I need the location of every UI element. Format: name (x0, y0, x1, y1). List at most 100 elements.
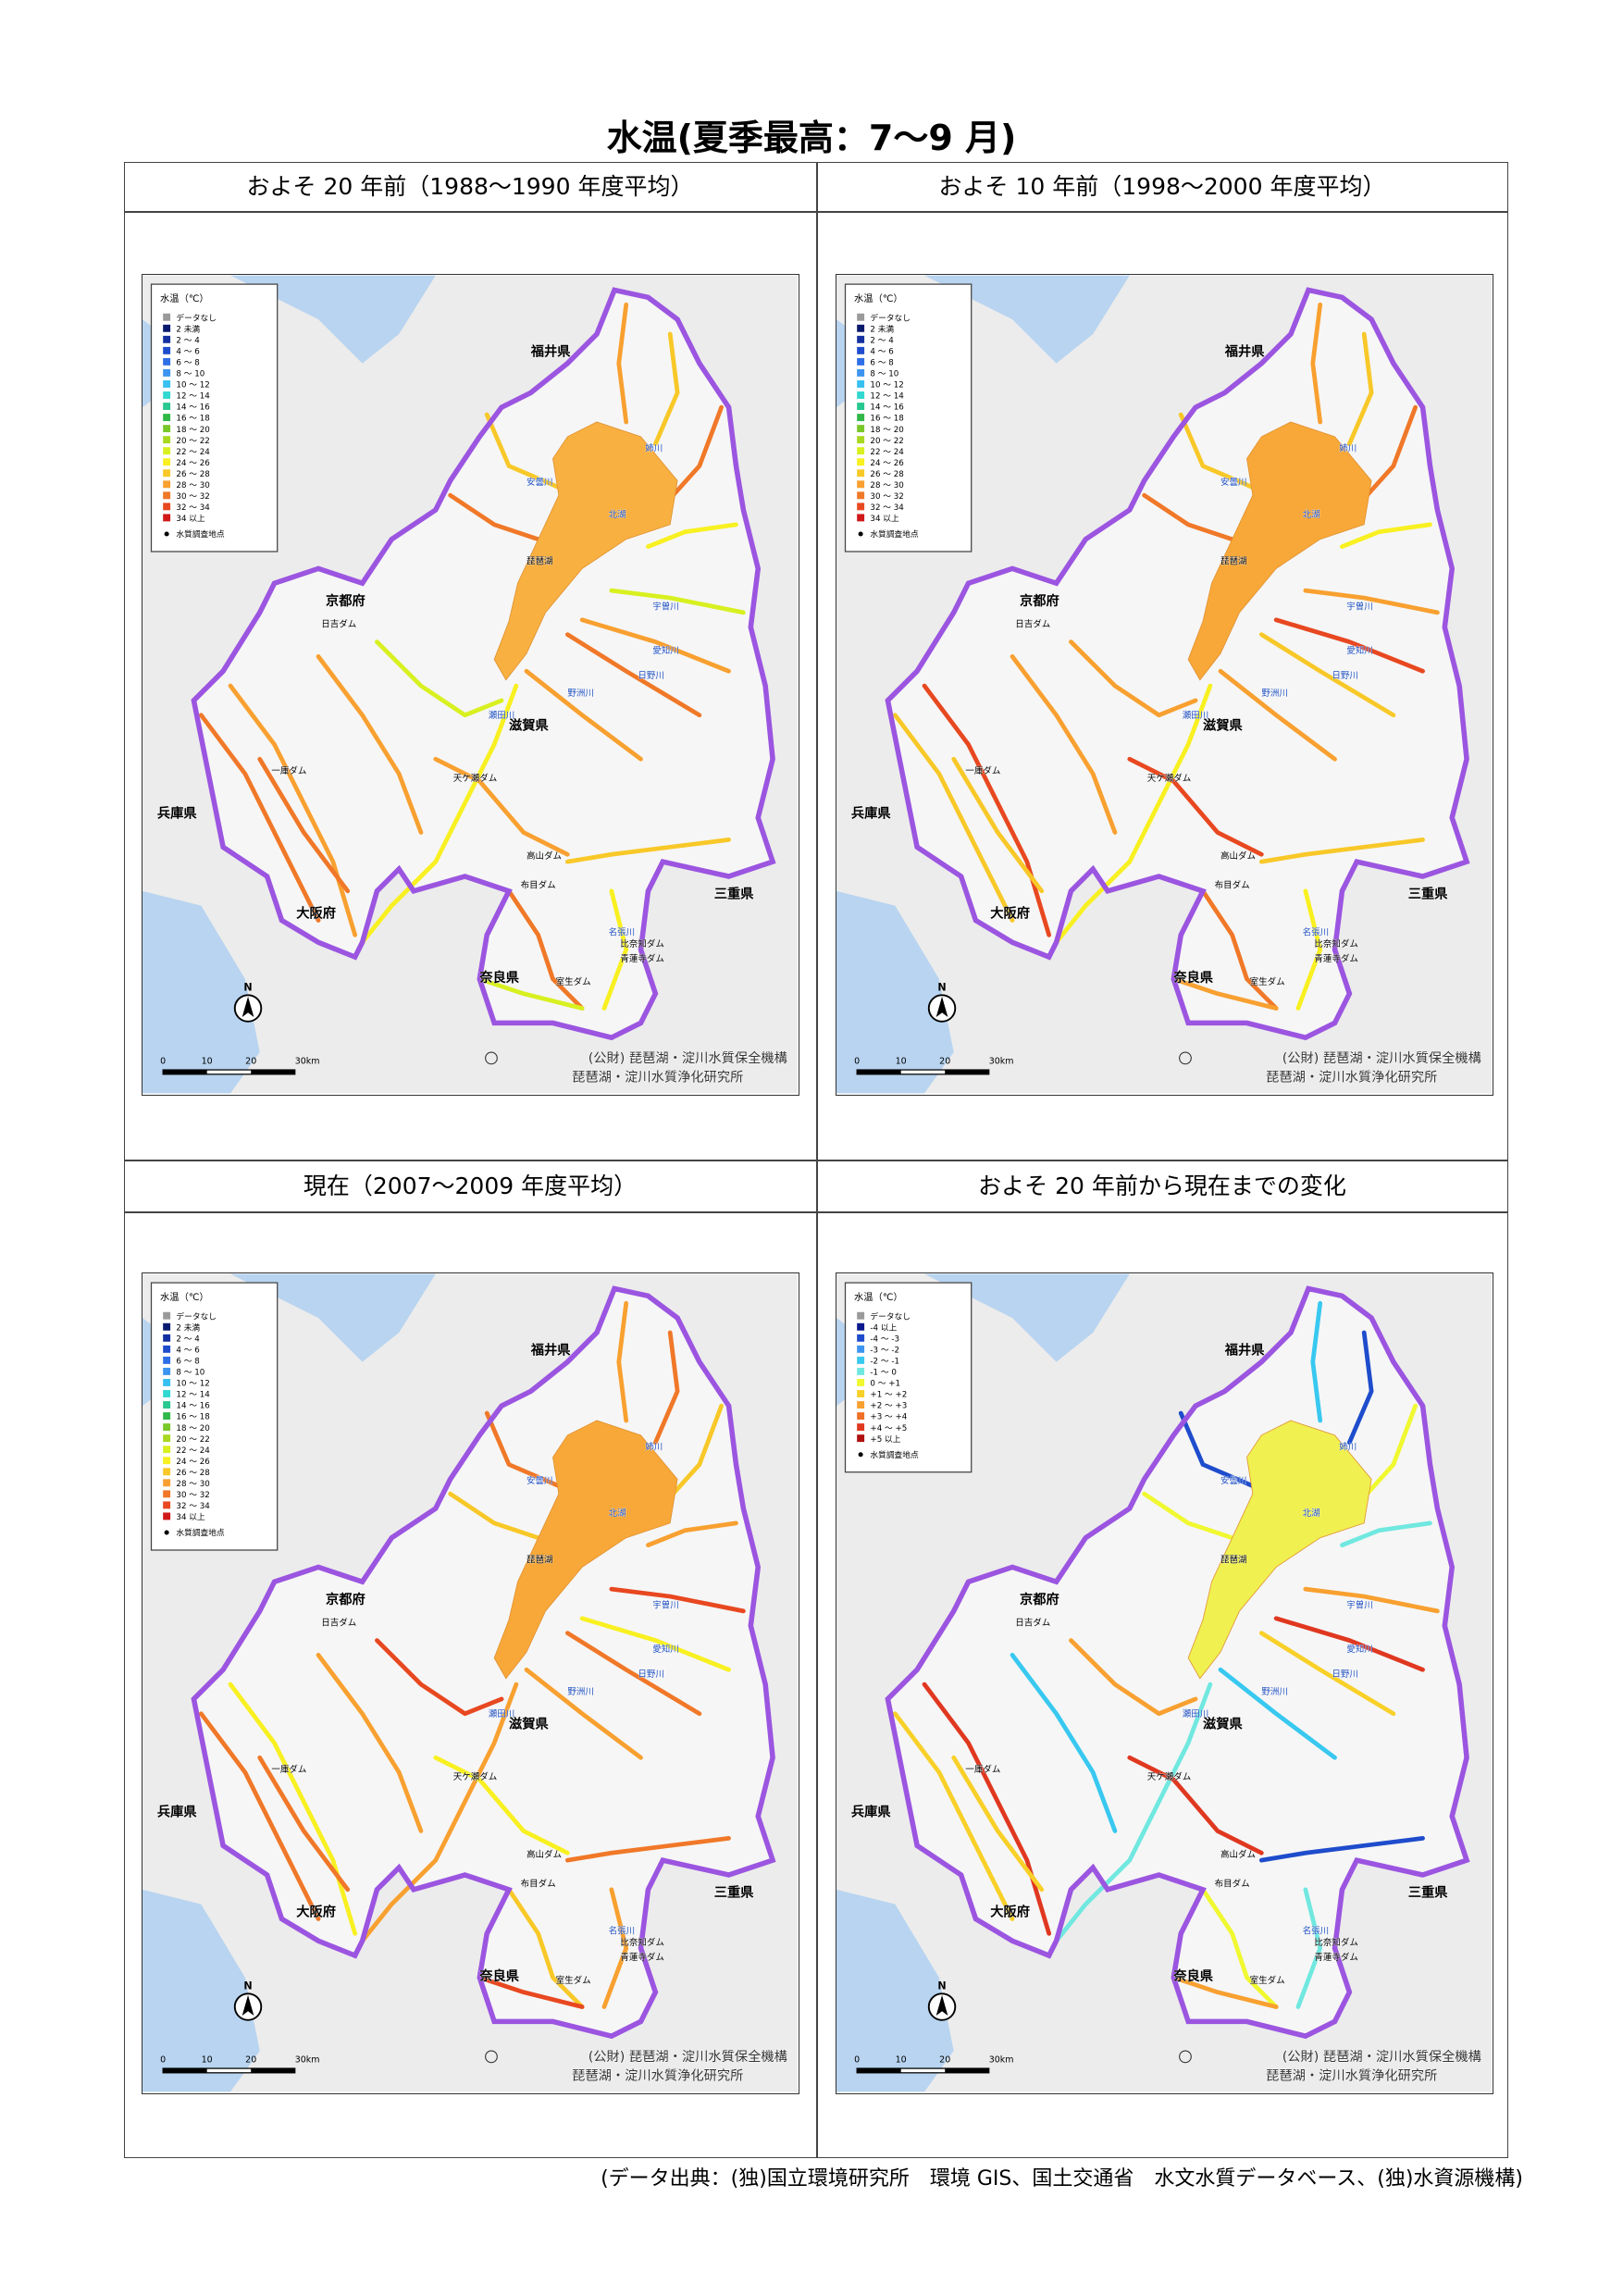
place-label: 姉川 (645, 1442, 663, 1453)
legend-swatch (163, 1367, 171, 1375)
legend-swatch (857, 1367, 865, 1375)
river (609, 588, 746, 615)
legend-swatch (163, 491, 171, 500)
place-label: 室生ダム (556, 976, 591, 987)
place-label: 安曇川 (527, 1475, 553, 1486)
legend-station-dot (164, 531, 169, 537)
basin-boundary (191, 287, 776, 1041)
legend-label: 4 ～ 6 (176, 1346, 199, 1355)
legend-title: 水温（℃） (854, 293, 903, 304)
river (477, 976, 585, 1011)
place-label: 愛知川 (1346, 1644, 1373, 1655)
legend-swatch (163, 1434, 171, 1443)
legend-swatch (163, 1423, 171, 1432)
legend-swatch (163, 1512, 171, 1520)
place-label: 安曇川 (1220, 477, 1247, 488)
map-panel: 福井県 京都府 滋賀県 兵庫県 大阪府 三重県 奈良県 琵琶湖 北湖 安曇川 姉川 宇曽川 愛知川 日野川… (836, 274, 1493, 1096)
north-arrow (242, 996, 254, 1018)
lake (493, 1420, 678, 1680)
legend-label: -1 ～ 0 (870, 1369, 896, 1378)
legend-swatch (163, 1390, 171, 1397)
place-label: 瀬田川 (1183, 710, 1209, 721)
place-label: 天ケ瀬ダム (1147, 773, 1192, 784)
river (652, 1330, 680, 1446)
legend-swatch (163, 1334, 171, 1342)
river (1310, 1300, 1323, 1423)
scale-label: 30km (989, 2055, 1014, 2066)
credit: 琵琶湖・淀川水質浄化研究所 (572, 2067, 743, 2084)
place-label: 京都府 (1020, 1591, 1059, 1607)
river (375, 1638, 504, 1717)
legend-label: 水質調査地点 (870, 1449, 919, 1460)
place-label: 愛知川 (652, 1644, 679, 1655)
legend-box (844, 283, 973, 552)
place-label: 兵庫県 (157, 1804, 198, 1820)
legend-swatch (163, 1379, 171, 1386)
legend-label: データなし (176, 1310, 217, 1322)
copyright-mark (485, 2050, 498, 2064)
scale-label: 30km (295, 1057, 320, 1067)
legend-label: データなし (870, 312, 911, 323)
place-label: 琵琶湖 (1220, 1556, 1247, 1566)
legend-label: 水質調査地点 (176, 1527, 225, 1538)
legend-swatch (857, 503, 865, 511)
legend-swatch (163, 368, 171, 377)
river (670, 404, 725, 498)
place-label: 福井県 (530, 343, 572, 360)
legend-swatch (857, 1401, 865, 1409)
legend-swatch (163, 357, 171, 366)
legend-label: 4 ～ 6 (176, 347, 199, 356)
place-label: 大阪府 (296, 904, 336, 921)
river (1258, 1836, 1425, 1863)
legend-swatch (163, 514, 171, 522)
place-label: 姉川 (645, 443, 663, 454)
place-label: 琵琶湖 (527, 557, 553, 567)
legend-swatch (857, 447, 865, 455)
legend-label: 28 ～ 30 (870, 481, 903, 490)
scale-bar (945, 2068, 989, 2073)
place-label: 福井県 (530, 1342, 572, 1359)
legend-swatch (857, 514, 865, 522)
place-label: 宇曽川 (1346, 602, 1373, 613)
table-divider (124, 1160, 1508, 1161)
legend-label: 18 ～ 20 (870, 426, 903, 435)
place-label: 青蓮寺ダム (620, 1952, 664, 1963)
legend-swatch (163, 1345, 171, 1353)
river (524, 1667, 643, 1760)
river (506, 1887, 585, 2009)
legend-label: 0 ～ +1 (870, 1380, 900, 1389)
credit: 琵琶湖・淀川水質浄化研究所 (572, 1069, 743, 1086)
river (1258, 632, 1396, 718)
river (316, 1653, 424, 1833)
river (601, 888, 629, 1011)
place-label: 愛知川 (652, 645, 679, 656)
scale-label: 10 (896, 2055, 907, 2066)
place-label: 奈良県 (1172, 1967, 1214, 1984)
legend-swatch (163, 1479, 171, 1487)
place-label: 日野川 (1332, 1669, 1358, 1680)
legend-label: +2 ～ +3 (870, 1402, 907, 1411)
north-label: N (243, 982, 252, 994)
legend-label: 30 ～ 32 (870, 492, 903, 502)
river (564, 838, 731, 864)
place-label: 比奈知ダム (620, 938, 664, 949)
place-label: 布目ダム (521, 880, 556, 891)
river (579, 617, 731, 674)
place-label: 兵庫県 (851, 805, 892, 822)
place-label: 日吉ダム (321, 619, 356, 630)
scale-bar (163, 1070, 207, 1074)
legend-swatch (163, 346, 171, 354)
river (951, 1755, 1045, 1893)
river (360, 683, 519, 945)
scale-bar (163, 2068, 207, 2073)
legend-swatch (163, 458, 171, 466)
north-arrow (242, 1994, 254, 2017)
legend-swatch (163, 469, 171, 478)
legend-label: 12 ～ 14 (176, 392, 210, 402)
place-label: 三重県 (714, 1884, 755, 1901)
legend-swatch (857, 380, 865, 388)
river (1142, 1491, 1235, 1541)
legend-label: 14 ～ 16 (176, 403, 209, 413)
map-panel: 福井県 京都府 滋賀県 兵庫県 大阪府 三重県 奈良県 琵琶湖 北湖 安曇川 姉川 宇曽川 愛知川 日野川… (836, 1272, 1493, 2094)
